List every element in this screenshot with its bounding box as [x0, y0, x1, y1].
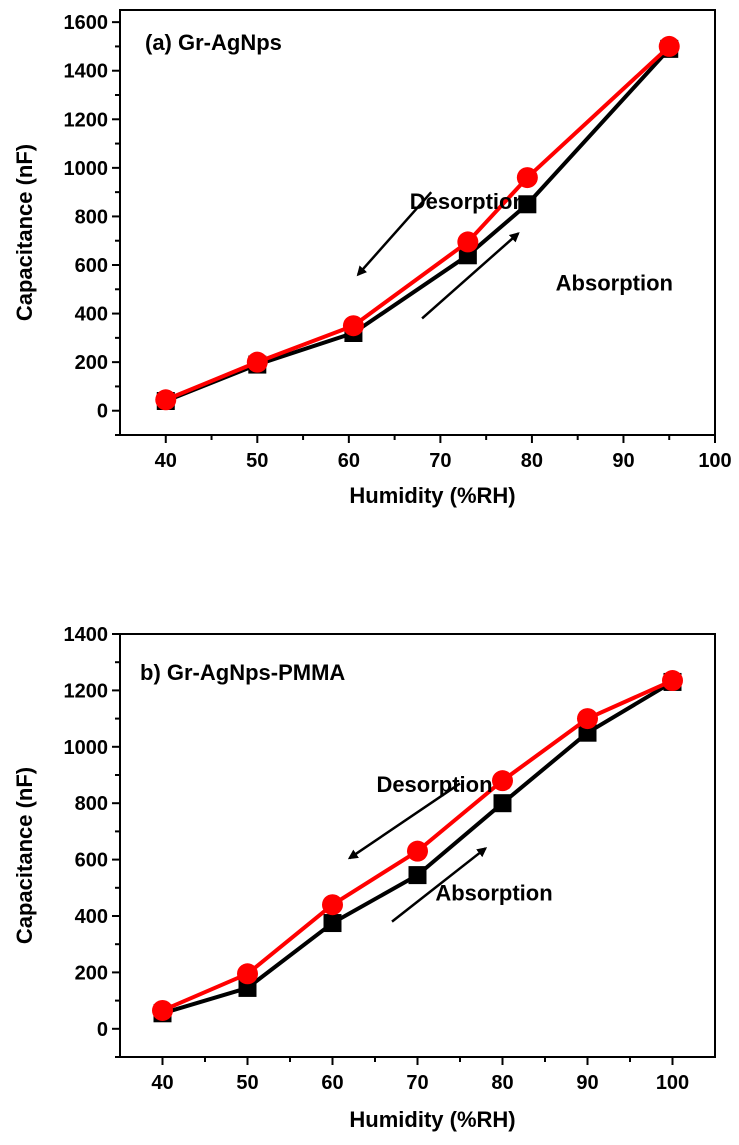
y-tick-label: 1400: [64, 61, 109, 83]
y-tick-label: 1600: [64, 12, 109, 34]
x-tick-label: 60: [321, 1072, 343, 1094]
y-tick-label: 800: [75, 206, 108, 228]
data-point-circle: [322, 894, 343, 916]
data-point-square: [518, 195, 537, 214]
series-line: [165, 47, 671, 403]
series-circle: [152, 670, 683, 1021]
annotation-desorption: Desorption: [347, 772, 493, 860]
y-tick-label: 0: [97, 1019, 108, 1041]
x-tick-label: 40: [151, 1072, 173, 1094]
annotation-absorption: Absorption: [421, 232, 673, 320]
y-tick-label: 1000: [64, 737, 109, 759]
x-axis-title: Humidity (%RH): [349, 483, 515, 508]
data-point-circle: [342, 315, 364, 337]
y-tick-label: 600: [75, 255, 108, 277]
x-tick-label: 70: [406, 1072, 428, 1094]
annotation-label: Desorption: [376, 772, 492, 797]
y-tick-label: 1200: [64, 109, 109, 131]
x-tick-label: 90: [612, 450, 634, 472]
annotation-label: Absorption: [435, 880, 552, 905]
y-axis-title: Capacitance (nF): [12, 144, 37, 321]
annotation-desorption: Desorption: [356, 189, 526, 277]
data-point-square: [408, 866, 427, 885]
data-point-circle: [658, 35, 680, 57]
data-point-circle: [407, 840, 428, 862]
y-tick-label: 400: [75, 304, 108, 326]
panel-title: (a) Gr-AgNps: [145, 30, 282, 55]
annotation-absorption: Absorption: [391, 847, 553, 923]
data-point-square: [578, 723, 597, 742]
y-tick-label: 1000: [64, 158, 109, 180]
annotation-arrow: [421, 232, 520, 320]
series-line: [165, 44, 671, 402]
x-tick-label: 50: [236, 1072, 258, 1094]
x-axis-title: Humidity (%RH): [349, 1107, 515, 1132]
data-point-square: [238, 978, 257, 997]
data-point-circle: [152, 999, 173, 1021]
y-axis-title: Capacitance (nF): [12, 767, 37, 944]
x-tick-label: 90: [576, 1072, 598, 1094]
data-point-square: [493, 794, 512, 813]
y-tick-label: 800: [75, 793, 108, 815]
y-tick-label: 200: [75, 352, 108, 374]
x-tick-label: 100: [698, 450, 731, 472]
data-point-circle: [577, 708, 598, 730]
y-tick-label: 200: [75, 962, 108, 984]
y-tick-label: 1400: [64, 624, 109, 646]
x-tick-label: 80: [521, 450, 543, 472]
x-tick-label: 40: [155, 450, 177, 472]
x-tick-label: 100: [656, 1072, 689, 1094]
chart-panel-1: 40 50 60 70 80 90 1000200400600800100012001400…: [12, 9, 732, 508]
annotation-arrow: [391, 847, 488, 923]
y-tick-label: 400: [75, 906, 108, 928]
data-point-circle: [155, 389, 177, 411]
y-tick-label: 600: [75, 850, 108, 872]
data-point-circle: [492, 770, 513, 792]
data-point-square: [323, 914, 342, 933]
annotation-arrow: [347, 782, 461, 860]
x-tick-label: 60: [338, 450, 360, 472]
y-tick-label: 0: [97, 401, 108, 423]
plot-frame: [119, 9, 716, 436]
data-point-circle: [246, 351, 268, 373]
data-point-circle: [662, 670, 683, 692]
x-tick-label: 50: [246, 450, 268, 472]
y-tick-label: 1200: [64, 680, 109, 702]
data-point-circle: [237, 963, 258, 985]
annotation-arrow: [356, 191, 433, 277]
series-square: [156, 39, 679, 410]
annotation-label: Absorption: [556, 271, 673, 296]
x-tick-label: 70: [429, 450, 451, 472]
panel-title: b) Gr-AgNps-PMMA: [140, 660, 345, 685]
data-point-circle: [516, 167, 538, 189]
series-circle: [155, 35, 680, 411]
x-tick-label: 80: [491, 1072, 513, 1094]
annotation-label: Desorption: [410, 189, 526, 214]
chart-panel-2: 40 50 60 70 80 90 1000200400600800100012001400…: [12, 624, 716, 1132]
data-point-circle: [457, 231, 479, 253]
